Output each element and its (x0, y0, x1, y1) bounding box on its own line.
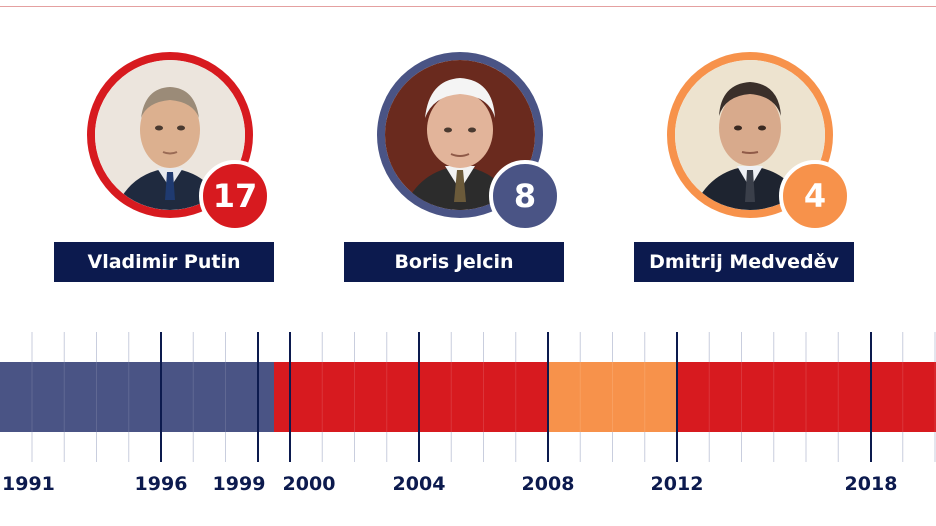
medvedev-name-label: Dmitrij Medveděv (634, 242, 854, 282)
year-label-2004: 2004 (393, 473, 446, 495)
year-label-2018: 2018 (845, 473, 898, 495)
year-label-2000: 2000 (283, 473, 336, 495)
medvedev-count-badge: 4 (779, 160, 851, 232)
putin-portrait (87, 52, 253, 218)
putin-count-badge: 17 (199, 160, 271, 232)
medvedev-photo (675, 60, 825, 210)
year-label-1991: 1991 (2, 473, 55, 495)
timeline-chart: 1991 1996 1999 2000 2004 2008 2012 2018 (0, 332, 936, 495)
year-label-2008: 2008 (522, 473, 575, 495)
person-medvedev: 4 Dmitrij Medveděv (634, 52, 864, 292)
person-jelcin: 8 Boris Jelcin (344, 52, 574, 292)
timeline-segment-2 (548, 362, 677, 432)
putin-name-label: Vladimir Putin (54, 242, 274, 282)
person-putin: 17 Vladimir Putin (54, 52, 284, 292)
jelcin-portrait (377, 52, 543, 218)
year-label-1999: 1999 (213, 473, 266, 495)
timeline-segment-3 (677, 362, 936, 432)
putin-photo (95, 60, 245, 210)
timeline-segment-1 (274, 362, 548, 432)
jelcin-photo (385, 60, 535, 210)
jelcin-name-label: Boris Jelcin (344, 242, 564, 282)
year-label-1996: 1996 (135, 473, 188, 495)
top-divider (0, 6, 936, 7)
timeline-segment-0 (0, 362, 274, 432)
jelcin-count-badge: 8 (489, 160, 561, 232)
year-label-2012: 2012 (651, 473, 704, 495)
